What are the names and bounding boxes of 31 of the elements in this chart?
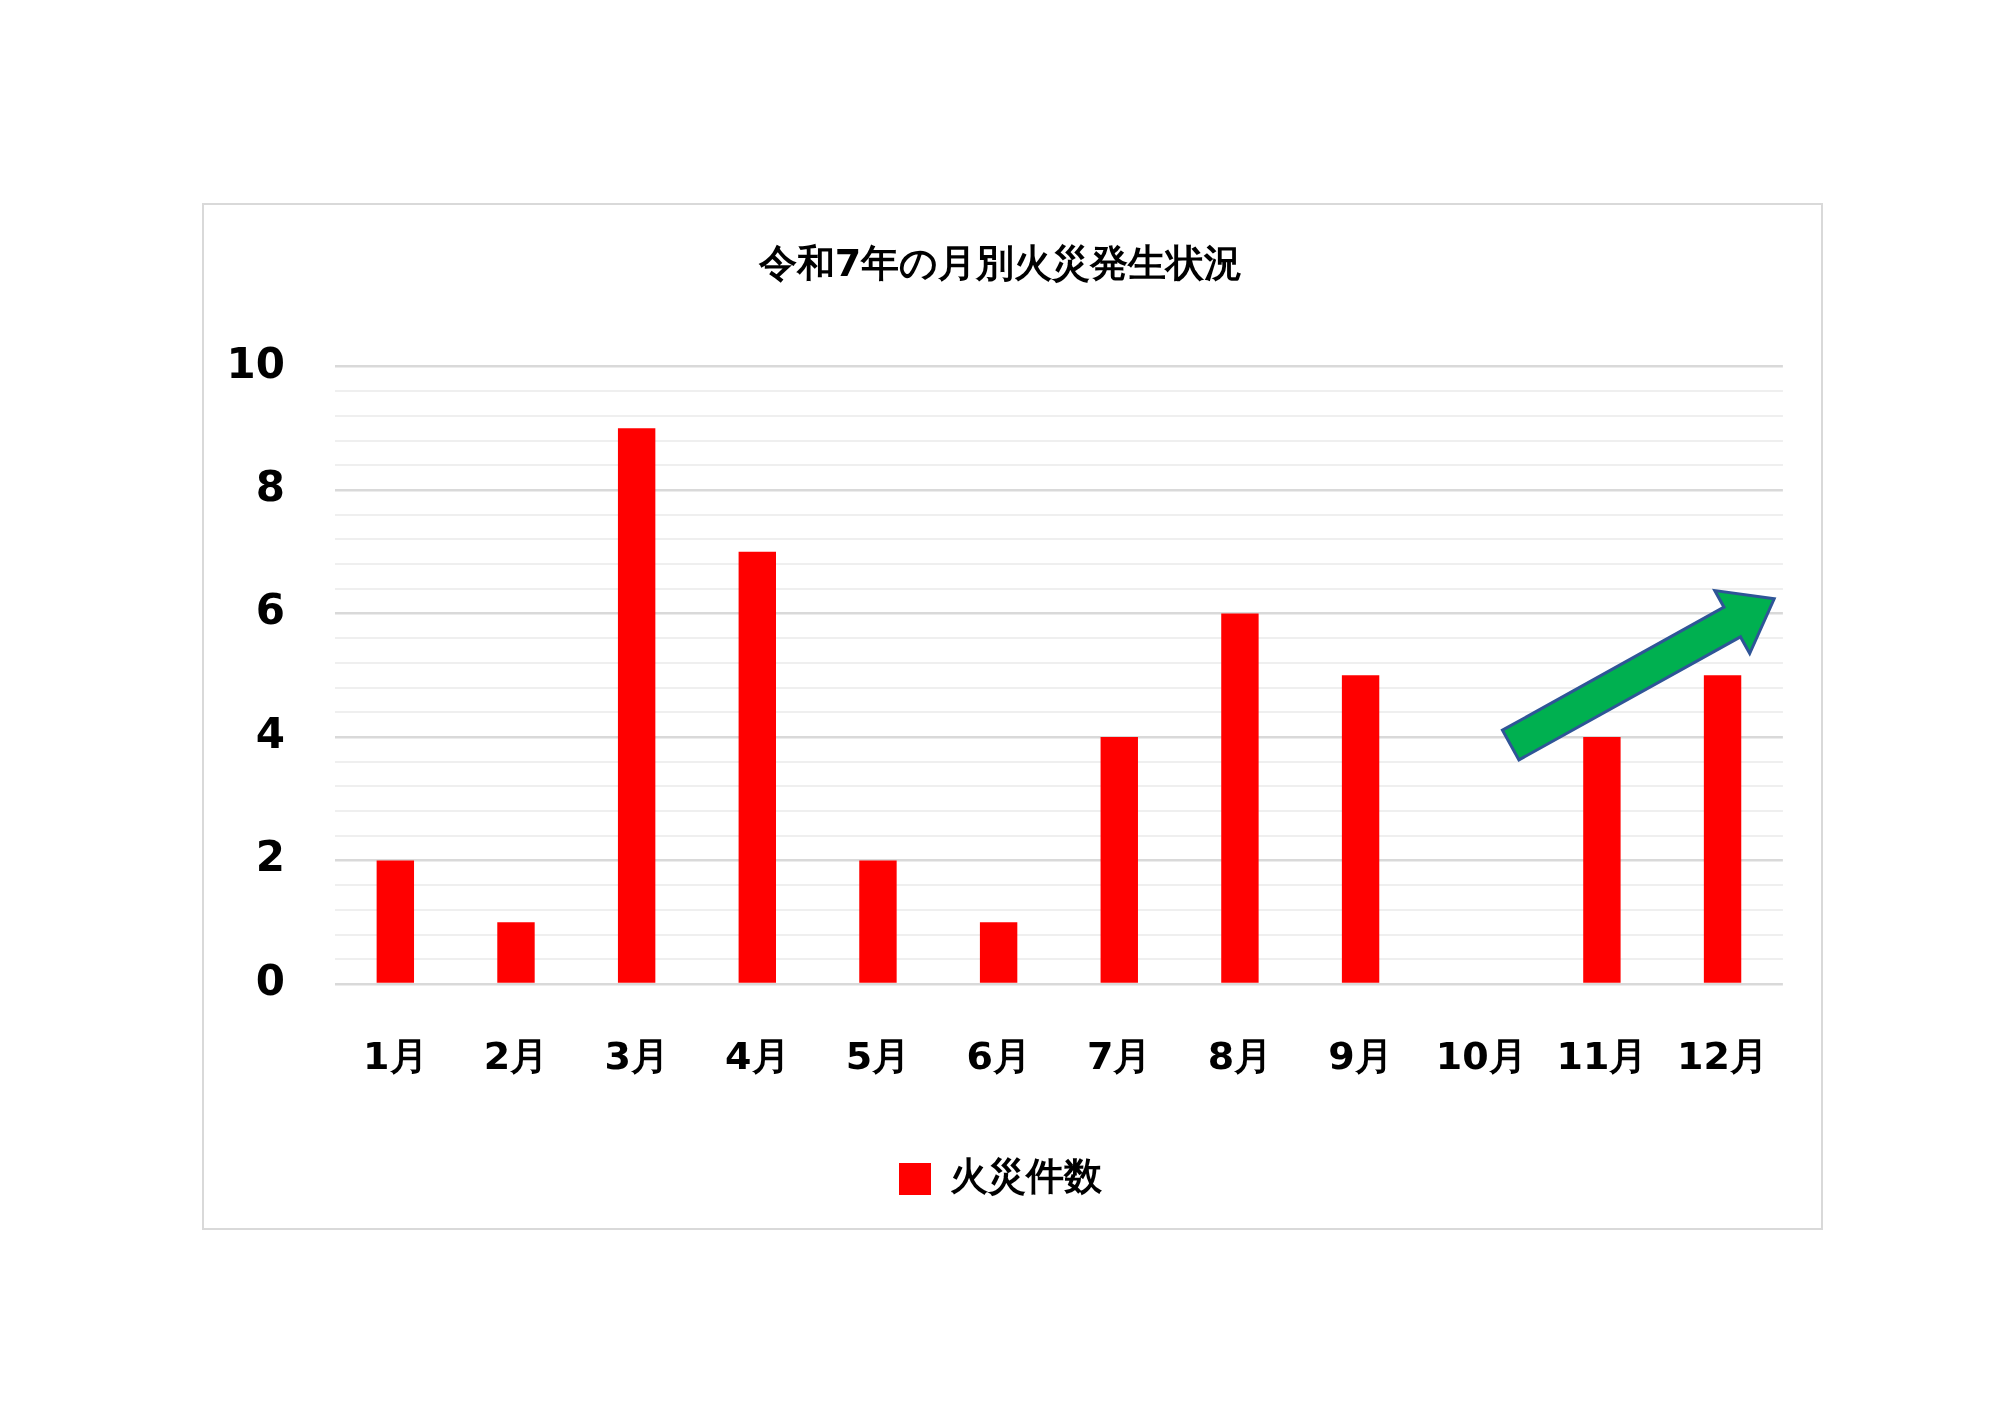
y-tick-label: 0 — [255, 955, 285, 1005]
x-tick-label: 2月 — [483, 1033, 549, 1078]
y-tick-label: 2 — [255, 832, 285, 882]
bar — [859, 860, 897, 983]
x-tick-label: 6月 — [966, 1033, 1031, 1078]
bar — [497, 922, 535, 983]
x-tick-label: 1月 — [363, 1033, 428, 1078]
bar — [1100, 737, 1138, 983]
x-tick-label: 3月 — [604, 1033, 669, 1078]
bar — [1703, 675, 1742, 983]
bar — [1341, 675, 1380, 983]
x-tick-label: 12月 — [1677, 1033, 1768, 1078]
bar — [1583, 737, 1621, 983]
y-tick-label: 4 — [255, 708, 285, 758]
x-tick-label: 5月 — [845, 1033, 911, 1078]
x-tick-label: 10月 — [1435, 1033, 1527, 1078]
x-tick-label: 7月 — [1087, 1033, 1152, 1078]
bar — [738, 551, 776, 983]
legend-label: 火災件数 — [950, 1153, 1103, 1198]
y-tick-label: 6 — [255, 585, 285, 635]
bar — [617, 428, 656, 983]
y-tick-label: 8 — [255, 461, 285, 511]
bar — [376, 860, 415, 983]
bar — [979, 922, 1018, 983]
x-tick-label: 11月 — [1556, 1033, 1648, 1078]
chart-title: 令和7年の月別火災発生状況 — [757, 240, 1243, 285]
bar — [1221, 613, 1259, 983]
y-tick-label: 10 — [226, 338, 285, 388]
x-tick-label: 4月 — [725, 1033, 790, 1078]
x-tick-label: 8月 — [1207, 1033, 1273, 1078]
x-tick-label: 9月 — [1328, 1033, 1393, 1078]
